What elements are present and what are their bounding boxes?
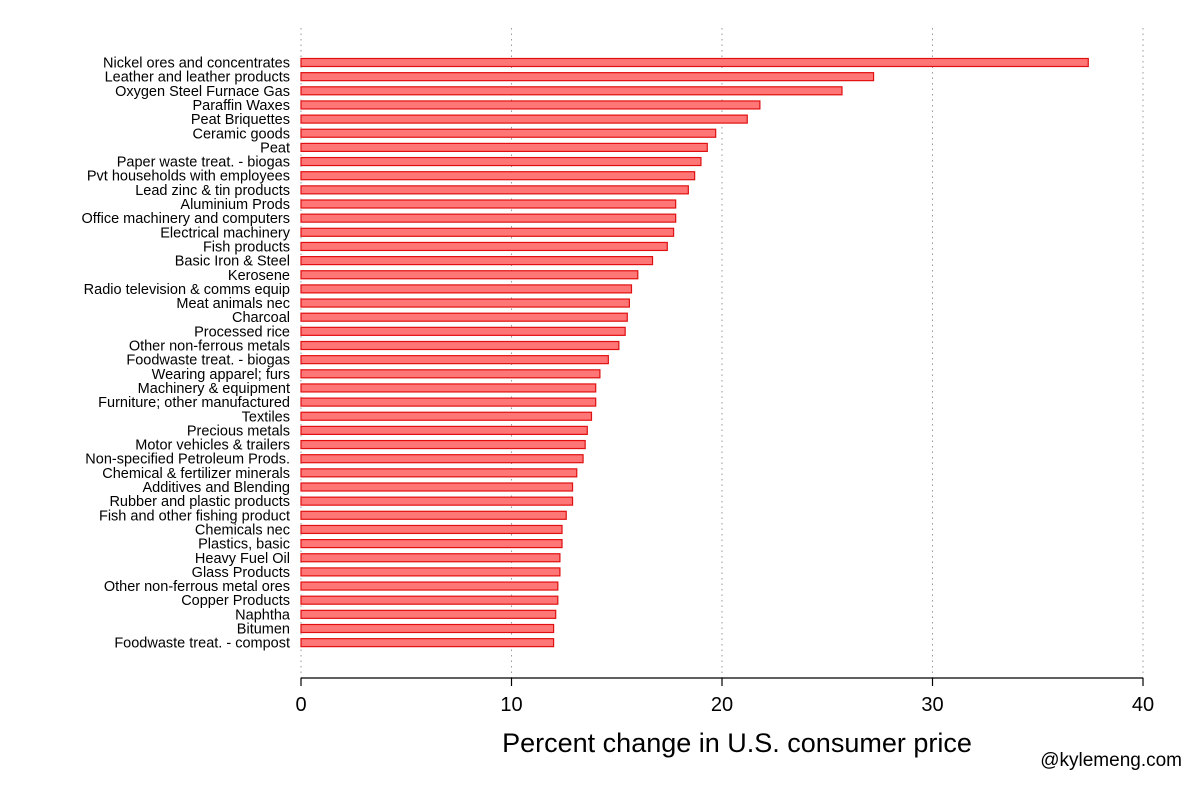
category-label: Paper waste treat. - biogas xyxy=(117,155,290,171)
category-label: Naphtha xyxy=(235,607,291,623)
bar xyxy=(300,425,588,435)
category-label: Fish products xyxy=(203,239,290,255)
bar xyxy=(300,383,597,393)
category-label: Fish and other fishing product xyxy=(99,508,290,524)
bar xyxy=(300,298,630,308)
category-label: Pvt households with employees xyxy=(87,169,290,185)
bar xyxy=(300,397,597,407)
bar xyxy=(300,284,633,294)
bar xyxy=(300,482,574,492)
bar xyxy=(300,312,628,322)
bar xyxy=(300,454,584,464)
bar xyxy=(300,595,559,605)
category-label: Radio television & comms equip xyxy=(84,282,290,298)
bar xyxy=(300,213,677,223)
category-label: Bitumen xyxy=(237,622,290,638)
bar xyxy=(300,100,761,110)
grid-lines xyxy=(300,28,1144,678)
bar xyxy=(300,128,717,138)
bar xyxy=(300,553,561,563)
category-label: Meat animals nec xyxy=(176,296,290,312)
bar xyxy=(300,581,559,591)
category-label: Precious metals xyxy=(187,423,290,439)
x-tick-label: 40 xyxy=(1132,694,1154,716)
x-tick-label: 30 xyxy=(921,694,943,716)
bar xyxy=(300,369,601,379)
category-label: Ceramic goods xyxy=(192,126,290,142)
bar xyxy=(300,355,609,365)
bar xyxy=(300,114,748,124)
bars xyxy=(300,57,1089,648)
category-label: Foodwaste treat. - biogas xyxy=(126,353,290,369)
bar xyxy=(300,171,696,181)
bar xyxy=(300,86,843,96)
category-label: Wearing apparel; furs xyxy=(152,367,290,383)
bar xyxy=(300,340,620,351)
x-tick-label: 10 xyxy=(500,694,522,716)
bar xyxy=(300,57,1089,68)
category-label: Lead zinc & tin products xyxy=(135,183,290,199)
bar xyxy=(300,199,677,209)
bar xyxy=(300,241,668,252)
bar xyxy=(300,326,626,336)
bar xyxy=(300,623,555,634)
category-label: Paraffin Waxes xyxy=(192,98,290,114)
category-label: Machinery & equipment xyxy=(138,381,290,397)
category-label: Foodwaste treat. - compost xyxy=(114,636,290,652)
category-label: Non-specified Petroleum Prods. xyxy=(85,452,290,468)
category-label: Copper Products xyxy=(181,593,290,609)
bar xyxy=(300,270,639,280)
category-label: Textiles xyxy=(242,409,290,425)
x-axis-title: Percent change in U.S. consumer price xyxy=(502,728,972,758)
category-label: Nickel ores and concentrates xyxy=(103,56,290,72)
x-tick-label: 20 xyxy=(711,694,733,716)
category-label: Basic Iron & Steel xyxy=(175,254,290,270)
category-label: Motor vehicles & trailers xyxy=(135,438,290,454)
category-label: Chemicals nec xyxy=(195,522,290,538)
category-label: Other non-ferrous metal ores xyxy=(104,579,290,595)
category-label: Aluminium Prods xyxy=(180,197,290,213)
bar xyxy=(300,468,578,478)
bar xyxy=(300,142,708,152)
category-label: Charcoal xyxy=(232,310,290,326)
bar xyxy=(300,538,563,549)
category-label: Plastics, basic xyxy=(198,537,290,553)
bar xyxy=(300,567,561,577)
category-label: Office machinery and computers xyxy=(82,211,290,227)
bar xyxy=(300,439,586,450)
category-label: Processed rice xyxy=(194,324,290,340)
category-label: Chemical & fertilizer minerals xyxy=(102,466,290,482)
bar xyxy=(300,227,675,237)
category-label: Heavy Fuel Oil xyxy=(195,551,290,567)
category-label: Furniture; other manufactured xyxy=(98,395,290,411)
bar xyxy=(300,638,555,648)
category-label: Oxygen Steel Furnace Gas xyxy=(115,84,290,100)
category-label: Peat Briquettes xyxy=(191,112,290,128)
category-label: Other non-ferrous metals xyxy=(129,339,290,355)
bar xyxy=(300,256,654,266)
category-label: Electrical machinery xyxy=(160,225,290,241)
category-label: Additives and Blending xyxy=(142,480,290,496)
bar xyxy=(300,524,563,535)
x-tick-label: 0 xyxy=(295,694,306,716)
bar xyxy=(300,185,689,195)
x-axis: 0 10 20 30 40 xyxy=(295,677,1154,716)
bar xyxy=(300,609,557,619)
category-label: Glass Products xyxy=(192,565,290,581)
bar xyxy=(300,411,593,421)
category-label: Rubber and plastic products xyxy=(109,494,290,510)
category-label: Kerosene xyxy=(228,268,290,284)
credit-text: @kylemeng.com xyxy=(1040,750,1182,771)
category-label: Leather and leather products xyxy=(105,70,290,86)
bar xyxy=(300,72,875,82)
bar xyxy=(300,156,702,167)
bar xyxy=(300,496,574,506)
category-label: Peat xyxy=(260,140,290,156)
bar xyxy=(300,510,567,520)
